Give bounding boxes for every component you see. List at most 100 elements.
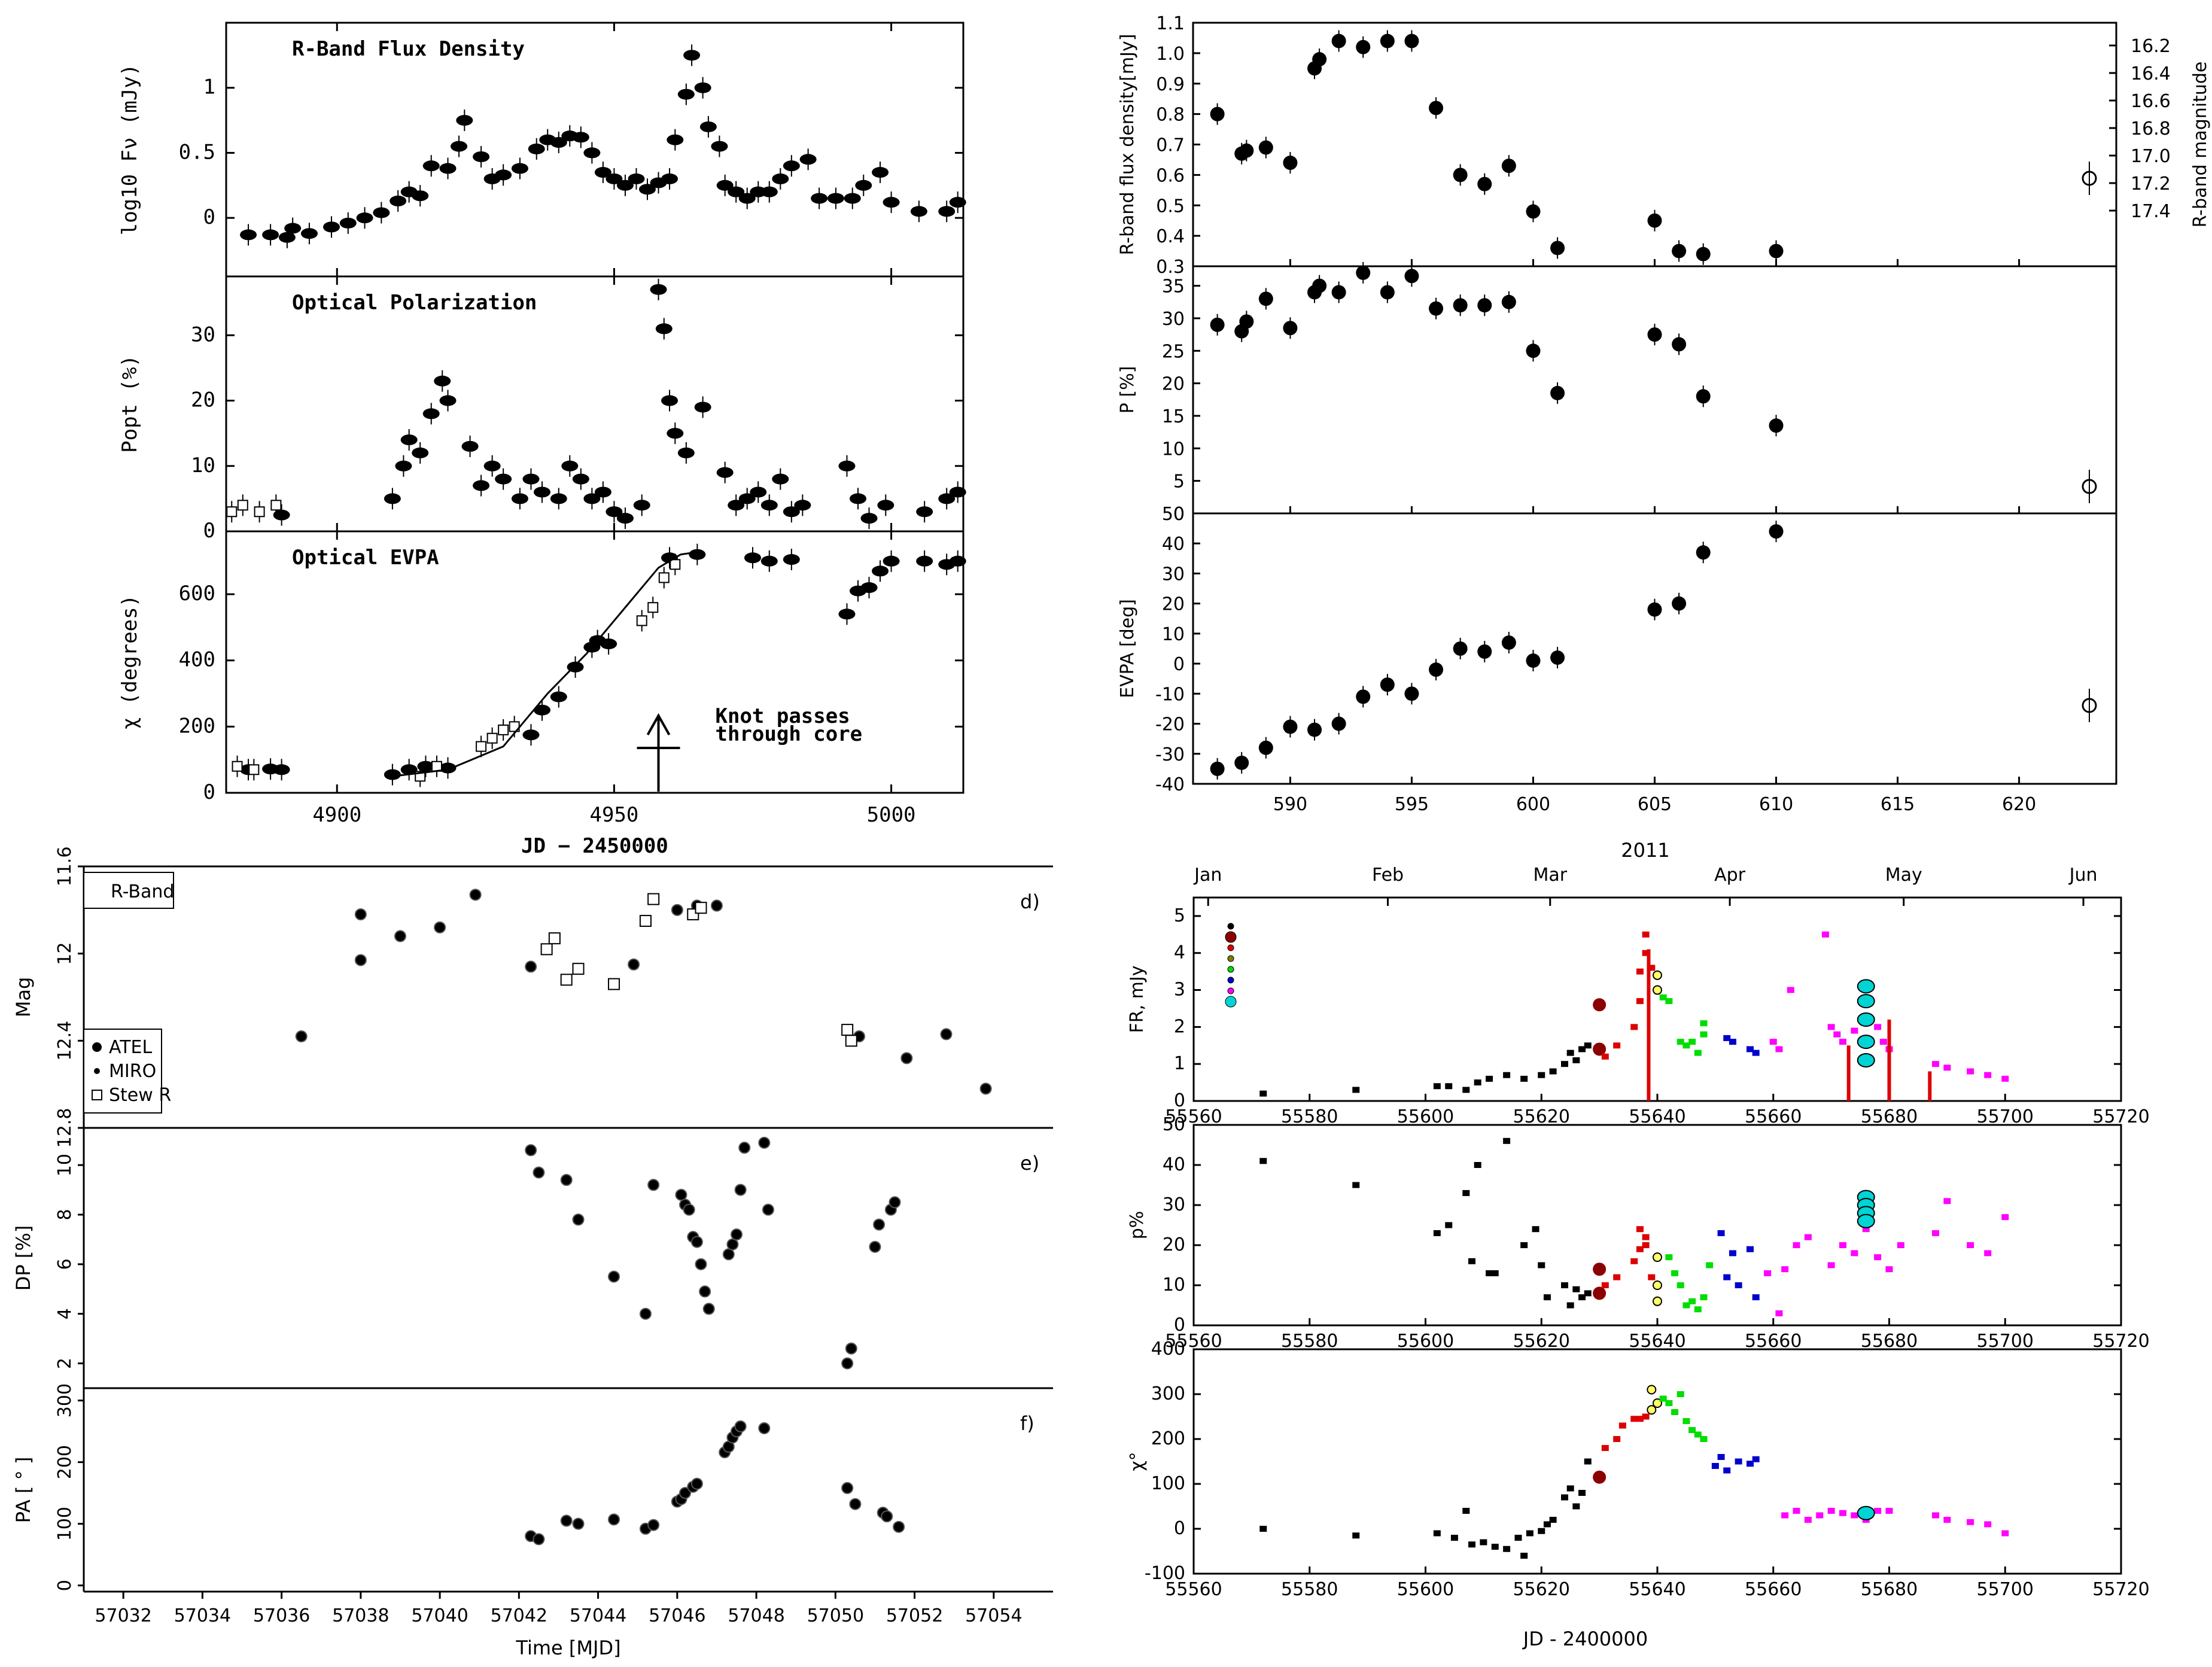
data-point xyxy=(395,460,412,471)
data-point xyxy=(550,691,567,702)
data-point xyxy=(1462,1508,1470,1514)
y-tick-label: 50 xyxy=(1163,1114,1185,1135)
data-point xyxy=(699,121,717,132)
data-point xyxy=(772,173,789,184)
data-point xyxy=(1769,524,1784,539)
panel-label: f) xyxy=(1020,1412,1035,1435)
y-tick-label: 0.8 xyxy=(1156,105,1185,126)
series-green xyxy=(1659,1391,1708,1442)
panel-label: d) xyxy=(1020,890,1040,913)
data-point xyxy=(1578,1490,1586,1496)
annotation-text: through core xyxy=(716,722,863,746)
legend-marker xyxy=(92,1090,102,1100)
data-point xyxy=(738,1142,751,1154)
data-point xyxy=(1210,761,1225,776)
y-tick-label: 30 xyxy=(1162,309,1185,330)
x-tick-label: 57044 xyxy=(570,1605,626,1626)
data-point xyxy=(1572,1057,1580,1063)
data-point xyxy=(1851,1027,1858,1034)
data-point xyxy=(726,1238,739,1251)
data-point xyxy=(1653,1398,1662,1408)
data-point xyxy=(354,908,367,921)
x-tick-label: 605 xyxy=(1638,794,1672,815)
data-point xyxy=(1642,1242,1650,1248)
y-tick-label: 12 xyxy=(54,942,75,965)
y-tick-label: 4 xyxy=(54,1308,75,1319)
y-axis-label: log10 Fν (mJy) xyxy=(118,64,142,236)
y-axis-label: P [%] xyxy=(1117,366,1138,414)
data-point xyxy=(1538,1072,1545,1078)
x-tick-label: 57046 xyxy=(649,1605,705,1626)
data-point xyxy=(354,954,367,966)
data-point xyxy=(690,1236,703,1248)
legend-marker xyxy=(94,1068,100,1074)
y-axis-label: DP [%] xyxy=(12,1225,35,1291)
data-point xyxy=(339,217,357,229)
data-point xyxy=(1671,1409,1679,1415)
data-point xyxy=(1433,1530,1441,1537)
data-point xyxy=(1642,950,1650,956)
data-point xyxy=(1453,168,1468,182)
data-point xyxy=(1210,317,1225,332)
data-point xyxy=(1647,327,1662,342)
x-tick-label: 610 xyxy=(1759,794,1793,815)
data-point xyxy=(900,1052,913,1064)
y-tick-label: 200 xyxy=(1151,1428,1185,1449)
y-tick-label: 4 xyxy=(1174,942,1185,963)
data-point xyxy=(1601,1445,1609,1451)
data-point xyxy=(1711,1463,1719,1469)
data-point xyxy=(1839,1039,1846,1045)
data-point xyxy=(608,978,620,990)
x-tick-label: 55600 xyxy=(1397,1106,1454,1127)
data-point xyxy=(1630,1024,1638,1030)
y-tick-label: -20 xyxy=(1155,714,1185,735)
data-point xyxy=(1700,1436,1708,1442)
data-point xyxy=(841,1024,854,1036)
y-tick-label: 10 xyxy=(191,454,215,477)
data-point xyxy=(511,493,528,504)
data-point xyxy=(417,761,434,772)
y-tick-label: 0 xyxy=(203,780,215,804)
data-point xyxy=(639,184,656,195)
data-point xyxy=(1283,156,1298,171)
data-point xyxy=(1503,1072,1511,1078)
data-point xyxy=(873,1218,886,1231)
x-tick-label: 55700 xyxy=(1977,1106,2034,1127)
data-point xyxy=(949,486,966,498)
data-point xyxy=(916,555,933,567)
data-point xyxy=(1653,1296,1662,1306)
data-point xyxy=(783,554,800,565)
data-point xyxy=(1561,1061,1568,1067)
data-point xyxy=(849,1498,862,1510)
x-tick-label: 595 xyxy=(1395,794,1429,815)
y-tick-label: 35 xyxy=(1162,276,1185,297)
data-point xyxy=(683,50,701,61)
y-tick-label: 0 xyxy=(1174,1090,1185,1111)
chart-bottom-left: 11.6 12 12.4 12.8 Mag d) R-Band 2 4 6 8 10 DP [%] e) 0… xyxy=(12,847,1053,1659)
data-point xyxy=(650,284,667,295)
y-tick-label: 400 xyxy=(1151,1339,1185,1359)
data-point xyxy=(594,167,611,178)
series-cyan xyxy=(1857,1505,1875,1520)
series-EVPA-open xyxy=(232,553,681,787)
data-point xyxy=(1775,1046,1783,1052)
data-point xyxy=(639,915,652,927)
data-point xyxy=(1764,1270,1772,1276)
y-tick-label: 400 xyxy=(179,648,215,672)
data-point xyxy=(1729,1250,1736,1257)
series-red xyxy=(1601,1413,1650,1451)
data-point xyxy=(940,1028,953,1041)
data-point xyxy=(1356,39,1371,54)
subplot-0: 0 1 2 3 4 5 55560 55580 55600 55620 55640 55660 5568… xyxy=(1127,896,2150,1127)
data-point xyxy=(1549,1517,1557,1523)
data-point xyxy=(533,1533,545,1546)
data-point xyxy=(1653,1252,1662,1263)
data-point xyxy=(1932,1512,1939,1519)
legend-label: ATEL xyxy=(109,1037,152,1058)
data-point xyxy=(869,1240,881,1253)
data-point xyxy=(1642,931,1650,938)
data-point xyxy=(1593,998,1606,1012)
data-point xyxy=(439,163,457,174)
x-axis-label: JD − 2450000 xyxy=(521,834,668,858)
y-tick-label: -40 xyxy=(1155,774,1185,795)
